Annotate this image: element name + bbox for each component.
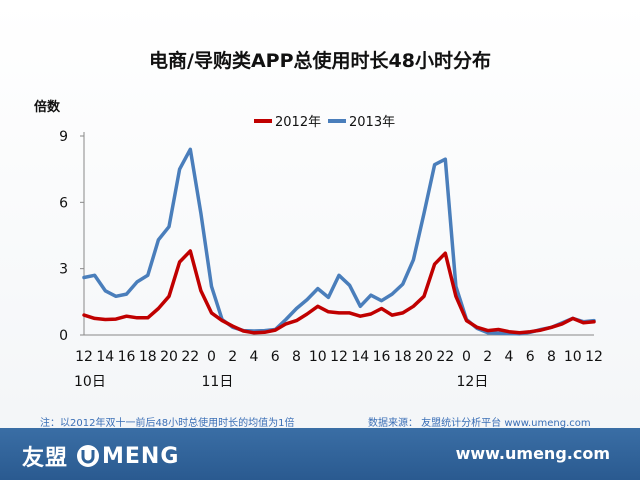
legend-label: 2012年 — [275, 115, 321, 130]
series-lines — [82, 147, 596, 336]
x-tick-label: 20 — [160, 349, 178, 365]
brand-logo: 友盟 MENG — [22, 440, 179, 472]
x-tick-label: 0 — [462, 349, 471, 365]
day-label: 12日 — [457, 374, 489, 390]
x-tick-label: 2 — [228, 349, 237, 365]
x-tick-label: 14 — [96, 349, 114, 365]
legend-label: 2013年 — [349, 115, 395, 130]
y-tick-label: 9 — [59, 129, 68, 145]
series-line-2012年 — [82, 249, 596, 335]
y-tick-label: 3 — [59, 262, 68, 278]
x-tick-label: 6 — [526, 349, 535, 365]
x-tick-label: 4 — [505, 349, 514, 365]
series-line-2013年 — [82, 147, 596, 336]
x-tick-label: 2 — [483, 349, 492, 365]
x-tick-label: 4 — [250, 349, 259, 365]
y-tick-label: 6 — [59, 195, 68, 211]
x-tick-label: 10 — [564, 349, 582, 365]
brand-name-cn: 友盟 — [22, 446, 69, 471]
legend: 2012年 2013年 — [254, 115, 395, 130]
y-tick-label: 0 — [59, 328, 68, 344]
x-tick-label: 16 — [118, 349, 136, 365]
x-tick-label: 12 — [585, 349, 603, 365]
day-label: 11日 — [202, 374, 234, 390]
x-tick-label: 6 — [271, 349, 280, 365]
x-tick-label: 14 — [351, 349, 369, 365]
day-labels: 10日 11日 12日 — [74, 374, 488, 390]
chart-title: 电商/导购类APP总使用时长48小时分布 — [149, 50, 491, 72]
axes — [80, 132, 594, 336]
y-axis-label: 倍数 — [34, 99, 61, 115]
brand-name-en: MENG — [102, 443, 180, 469]
x-tick-label: 20 — [415, 349, 433, 365]
x-tick-label: 18 — [394, 349, 412, 365]
x-tick-label: 0 — [207, 349, 216, 365]
x-tick-label: 10 — [309, 349, 327, 365]
footnote-source: 数据来源： 友盟统计分析平台 www.umeng.com — [368, 418, 591, 429]
y-tick-labels: 0 3 6 9 — [59, 129, 68, 344]
x-tick-label: 16 — [373, 349, 391, 365]
x-tick-label: 12 — [330, 349, 348, 365]
footnote-note: 注：以2012年双十一前后48小时总使用时长的均值为1倍 — [40, 418, 295, 429]
x-tick-label: 8 — [292, 349, 301, 365]
x-tick-label: 8 — [547, 349, 556, 365]
x-tick-label: 12 — [75, 349, 93, 365]
x-tick-label: 18 — [139, 349, 157, 365]
x-tick-label: 22 — [436, 349, 454, 365]
x-tick-labels: 12 14 16 18 20 22 0 2 4 6 8 10 12 14 16 18 20 22 0 2 4 6 8 10 12 — [75, 349, 603, 365]
footer-url: www.umeng.com — [455, 444, 610, 463]
x-tick-label: 22 — [181, 349, 199, 365]
day-label: 10日 — [74, 374, 106, 390]
footer-bar: 友盟 MENG www.umeng.com — [0, 428, 640, 480]
umeng-u-logo-icon — [77, 445, 100, 467]
